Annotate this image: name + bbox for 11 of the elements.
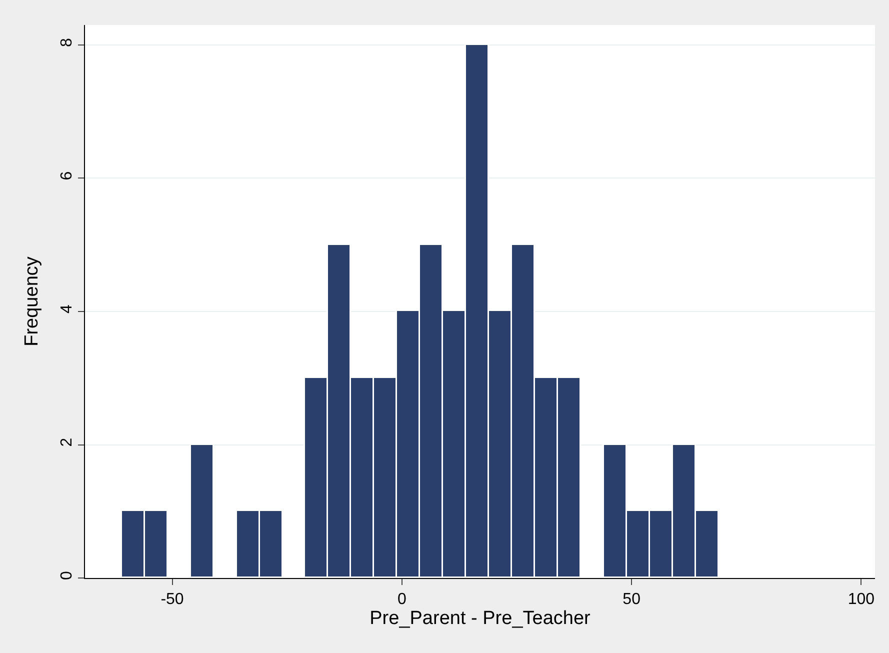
x-tick-label: 50 (622, 591, 641, 608)
x-tick-label: 0 (397, 591, 406, 608)
y-tick-label: 4 (58, 304, 76, 314)
x-tick-label: -50 (160, 591, 184, 608)
x-axis-title: Pre_Parent - Pre_Teacher (370, 608, 592, 630)
y-axis-title: Frequency (21, 256, 42, 346)
x-tick-label: 100 (848, 591, 875, 608)
y-tick-label: 2 (58, 438, 76, 447)
y-tick-label: 8 (58, 38, 76, 48)
y-tick-label: 0 (58, 571, 76, 580)
y-tick-label: 6 (58, 171, 76, 180)
